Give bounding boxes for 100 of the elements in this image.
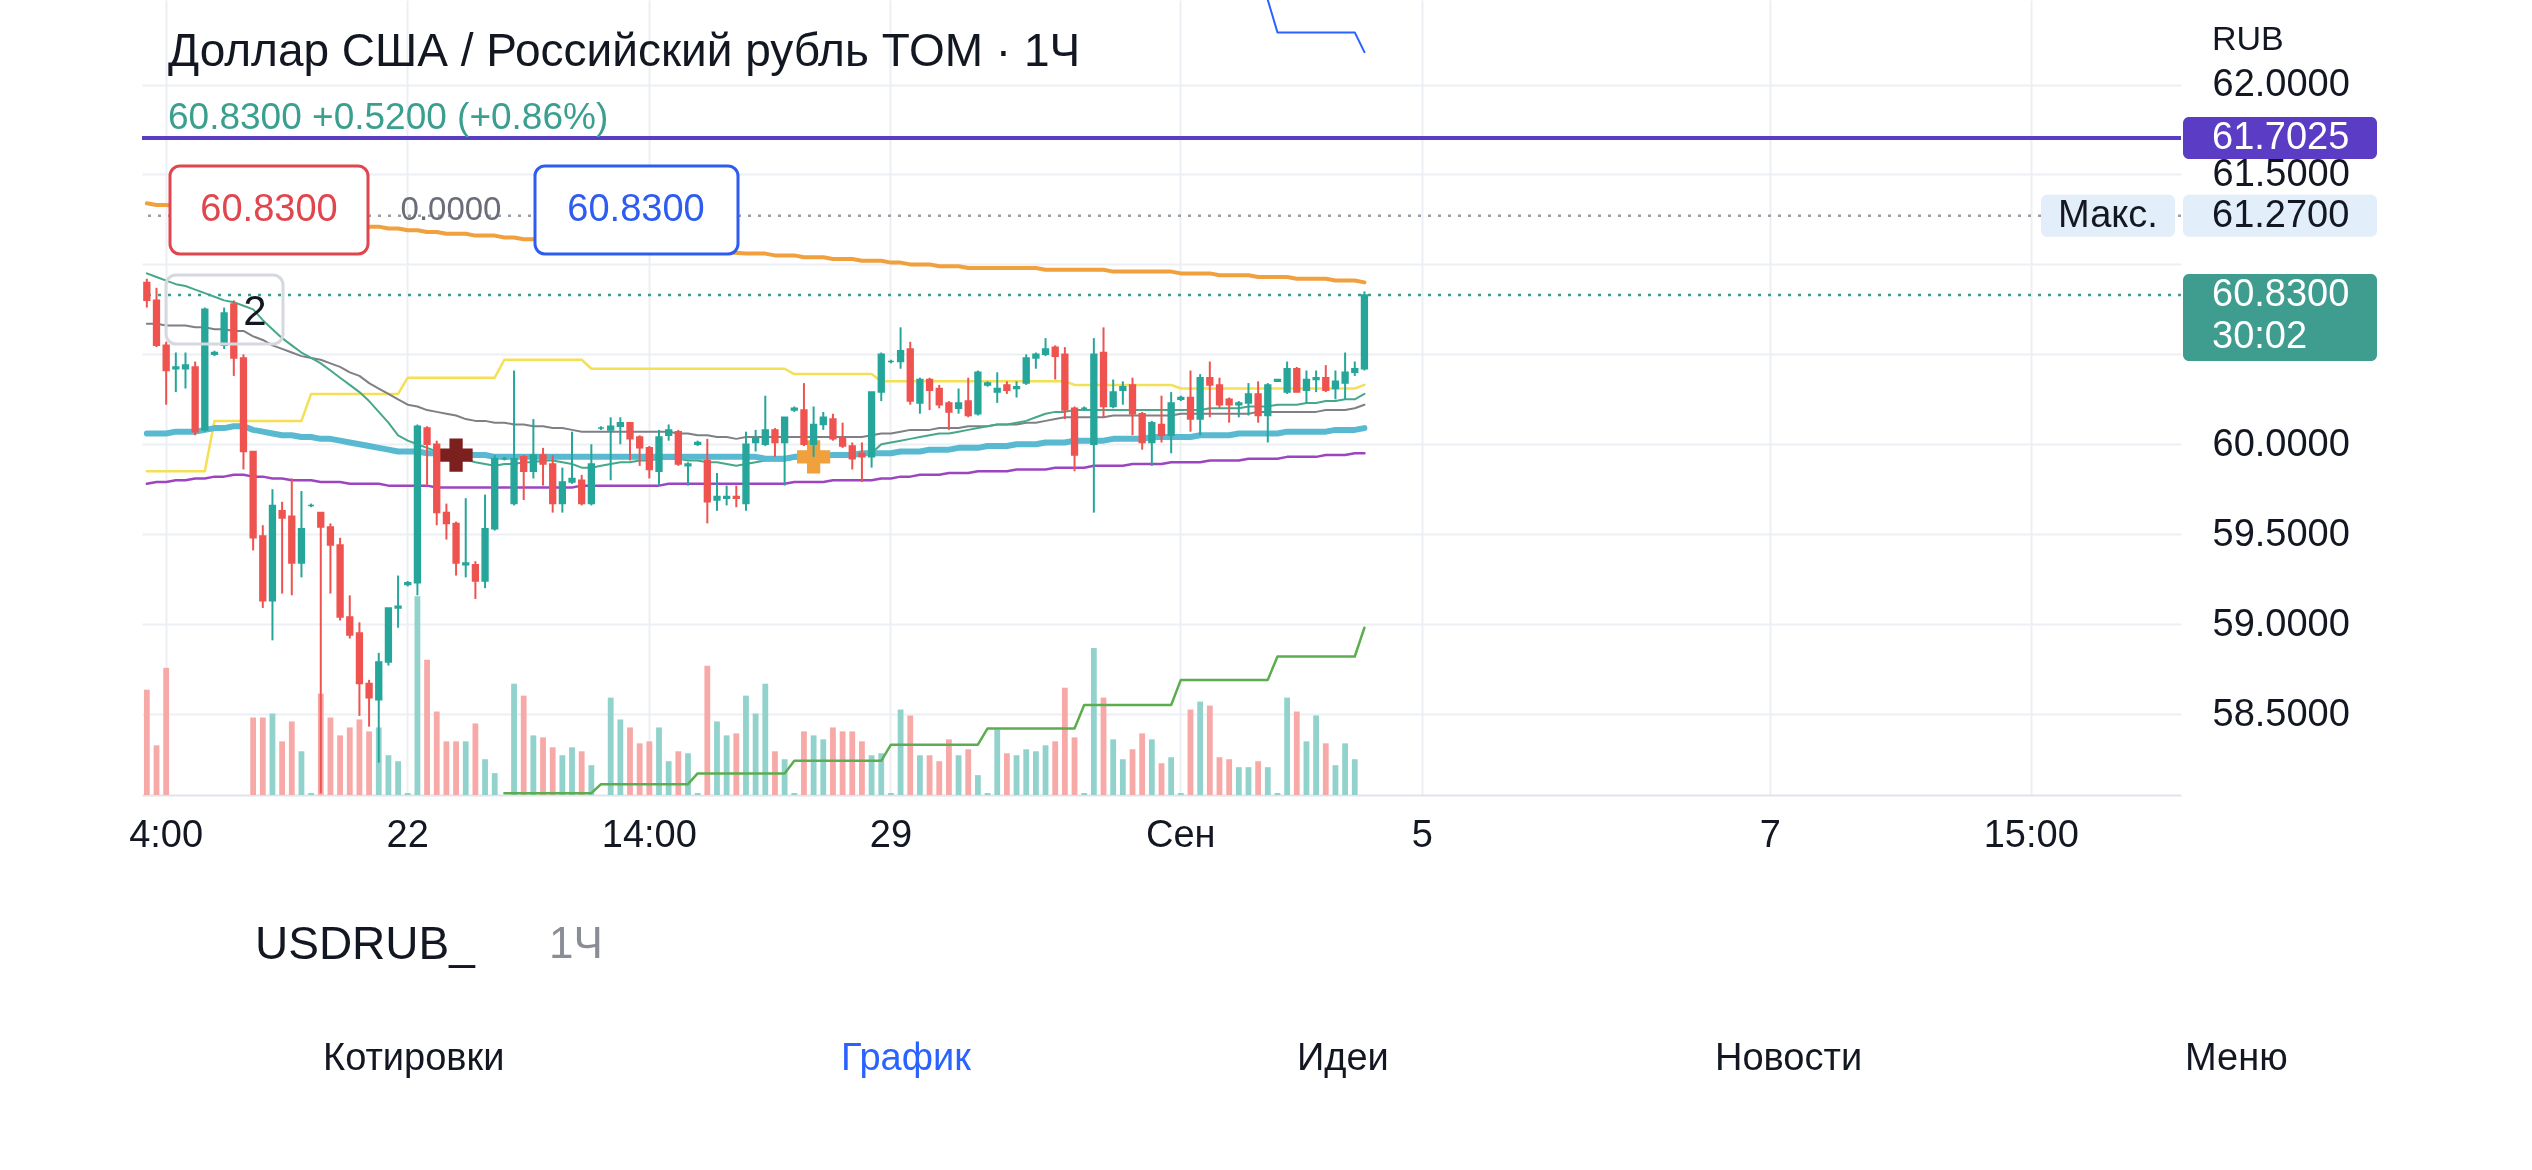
bar — [772, 751, 778, 795]
bar — [636, 743, 643, 795]
bar — [337, 735, 343, 795]
annotation: 60.8300 — [567, 187, 705, 229]
bar — [288, 721, 295, 795]
candlestick — [172, 351, 180, 394]
bar — [617, 719, 624, 795]
text: Меню — [2185, 1036, 2288, 1078]
bar — [1139, 733, 1146, 795]
annotation: Макс. — [2058, 192, 2158, 235]
line-series — [145, 358, 1366, 473]
candlestick — [1215, 376, 1224, 410]
bar — [965, 749, 972, 795]
x-tick-label: 22 — [386, 813, 429, 855]
candlestick — [365, 678, 373, 728]
candlestick — [1302, 369, 1311, 404]
bar — [714, 721, 720, 795]
bar — [559, 755, 566, 795]
bar — [1313, 715, 1320, 795]
bar — [1206, 705, 1213, 795]
bar — [994, 729, 1001, 795]
candlestick — [626, 421, 634, 462]
candlestick — [1157, 394, 1166, 444]
bar — [830, 727, 836, 795]
ref-line-label: 60.8300 — [2212, 271, 2350, 314]
candlestick — [1254, 380, 1262, 424]
candlestick — [684, 461, 692, 487]
candlestick — [1225, 396, 1233, 424]
bar — [974, 775, 981, 795]
bar — [1003, 753, 1010, 795]
bar — [1032, 751, 1039, 795]
bar — [511, 683, 517, 795]
bar — [743, 695, 749, 795]
candlestick — [1312, 369, 1320, 394]
bar — [482, 759, 488, 795]
candlestick — [578, 473, 586, 507]
candlestick — [442, 502, 451, 541]
candlestick — [1186, 369, 1195, 433]
bar — [762, 683, 769, 795]
candlestick — [423, 425, 431, 487]
candlestick — [848, 441, 856, 471]
candlestick — [771, 427, 779, 458]
bar — [810, 735, 817, 795]
candlestick — [964, 376, 972, 419]
x-tick-label: 15:00 — [1983, 813, 2079, 855]
x-tick-label: 29 — [869, 813, 913, 855]
candlestick — [751, 428, 760, 453]
candlestick — [945, 400, 953, 431]
candlestick — [607, 416, 615, 482]
bar — [1322, 743, 1329, 795]
bar — [646, 741, 653, 795]
text: 60.8300 +0.5200 (+0.86%) — [168, 96, 609, 137]
ref-line-label: 61.2700 — [2212, 192, 2350, 235]
bar — [723, 735, 730, 795]
bar — [1061, 687, 1068, 795]
bar — [520, 695, 527, 795]
bar — [395, 761, 401, 795]
bar — [1197, 701, 1204, 795]
bar — [839, 731, 846, 795]
bar — [1255, 761, 1262, 795]
candlestick — [809, 405, 818, 458]
x-tick-label: 4:00 — [129, 813, 204, 855]
bar — [366, 731, 372, 795]
candlestick — [568, 430, 576, 485]
candlestick — [143, 277, 151, 309]
candlestick — [278, 500, 286, 595]
candlestick — [394, 574, 402, 629]
candlestick — [616, 416, 624, 446]
candlestick — [1051, 344, 1059, 381]
bar — [569, 747, 575, 795]
bar — [1351, 759, 1358, 795]
bar — [259, 717, 266, 795]
line-series — [503, 626, 1366, 795]
bar — [1110, 739, 1117, 795]
candlestick — [1331, 369, 1340, 401]
candlestick — [1148, 419, 1156, 467]
bar — [946, 739, 952, 795]
bar — [936, 761, 943, 795]
candlestick — [1283, 360, 1291, 395]
candlestick — [539, 446, 547, 487]
y-tick-label: 60.0000 — [2212, 421, 2350, 464]
candlestick — [896, 326, 905, 370]
bar — [917, 755, 923, 795]
candlestick — [558, 466, 567, 514]
text: RUB — [2212, 19, 2284, 57]
x-tick-label: 7 — [1759, 813, 1781, 855]
bar — [1052, 741, 1059, 795]
bar — [143, 689, 150, 795]
text: Доллар США / Российский рубль TOM · 1Ч — [168, 24, 1081, 76]
annotation: 60.8300 — [200, 187, 338, 229]
bar — [491, 773, 498, 795]
candlestick — [1322, 364, 1330, 394]
bar — [163, 667, 170, 795]
x-tick-label: 5 — [1411, 813, 1433, 855]
candlestick — [916, 376, 924, 415]
bar — [704, 665, 711, 795]
candlestick — [462, 497, 470, 579]
bar — [530, 735, 537, 795]
bar — [578, 751, 585, 795]
bar — [1293, 711, 1300, 795]
